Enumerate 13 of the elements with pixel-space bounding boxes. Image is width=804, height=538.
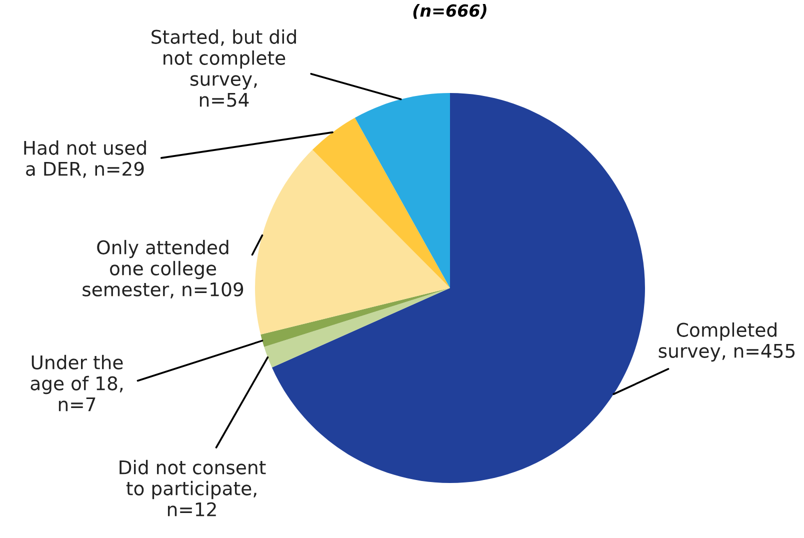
slice-label: Had not used a DER, n=29 [24,140,146,178]
slice-label: Did not consent to participate, n=12 [120,460,266,516]
pie-slice [260,288,450,347]
pie-slice [272,93,645,483]
slice-label: Completed survey, n=455 [658,322,795,362]
chart-title: (n=666) [413,4,486,19]
slice-label: Started, but did not complete survey, n=54 [152,29,296,107]
pie-slice [312,118,450,288]
pie-slice [264,288,450,368]
pie-slice [354,93,450,288]
pie-slice [255,150,450,334]
slice-label: Only attended one college semester, n=109 [82,240,244,298]
slice-label: Under the age of 18, n=7 [30,354,123,412]
